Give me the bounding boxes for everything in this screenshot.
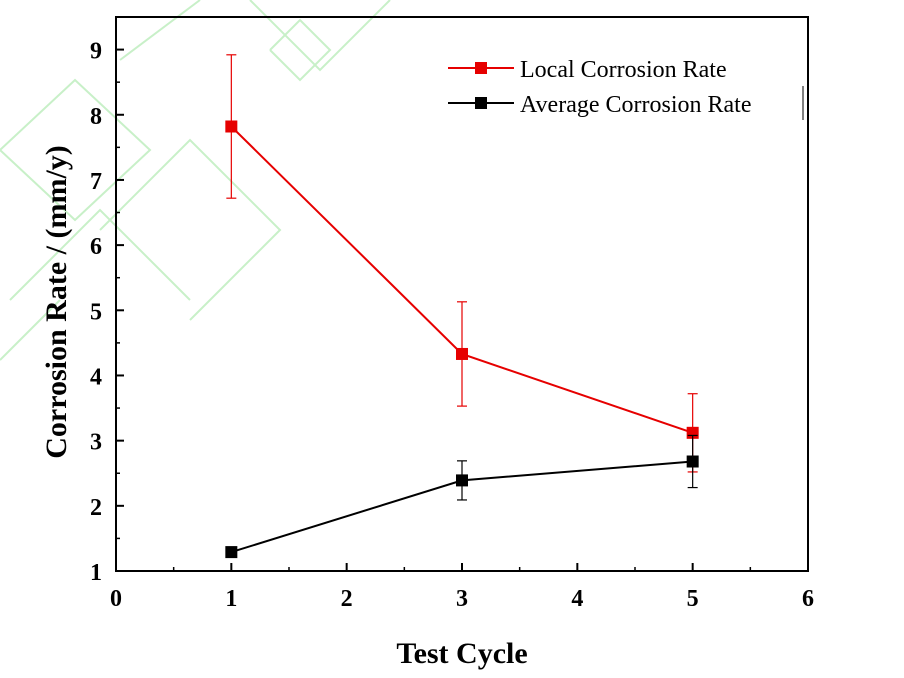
watermark-pattern [0, 0, 391, 361]
legend-local-marker [475, 62, 487, 74]
x-axis-title: Test Cycle [396, 637, 527, 670]
legend-average-marker [475, 97, 487, 109]
legend-local-label: Local Corrosion Rate [520, 57, 727, 83]
series-layer [225, 54, 699, 559]
series-average [225, 434, 699, 559]
x-tick-label: 6 [802, 586, 814, 612]
legend: Local Corrosion Rate Average Corrosion R… [448, 57, 804, 120]
data-point [225, 120, 238, 133]
data-point [456, 474, 468, 487]
x-tick-label: 1 [225, 586, 237, 612]
y-tick-label: 1 [90, 560, 102, 586]
data-point [686, 455, 699, 468]
y-tick-label: 5 [90, 299, 102, 325]
legend-average-label: Average Corrosion Rate [520, 92, 751, 118]
x-tick-label: 2 [341, 586, 353, 612]
y-tick-label: 3 [90, 430, 102, 456]
y-axis-title: Corrosion Rate / (mm/y) [40, 145, 73, 459]
y-tick-label: 6 [90, 234, 102, 260]
y-tick-label: 7 [90, 169, 102, 195]
x-tick-label: 5 [687, 586, 699, 612]
x-tick-label: 0 [110, 586, 122, 612]
y-tick-label: 9 [90, 39, 102, 65]
x-tick-label: 4 [571, 586, 583, 612]
y-tick-label: 8 [90, 104, 102, 130]
data-point [225, 546, 238, 559]
y-tick-label: 2 [90, 495, 102, 521]
y-axis-ticks: 1 2 3 4 5 6 7 8 9 [90, 16, 124, 586]
data-point [456, 347, 468, 360]
x-axis-ticks: 0 1 2 3 4 5 6 [110, 563, 814, 612]
x-tick-label: 3 [456, 586, 468, 612]
y-tick-label: 4 [90, 364, 102, 390]
